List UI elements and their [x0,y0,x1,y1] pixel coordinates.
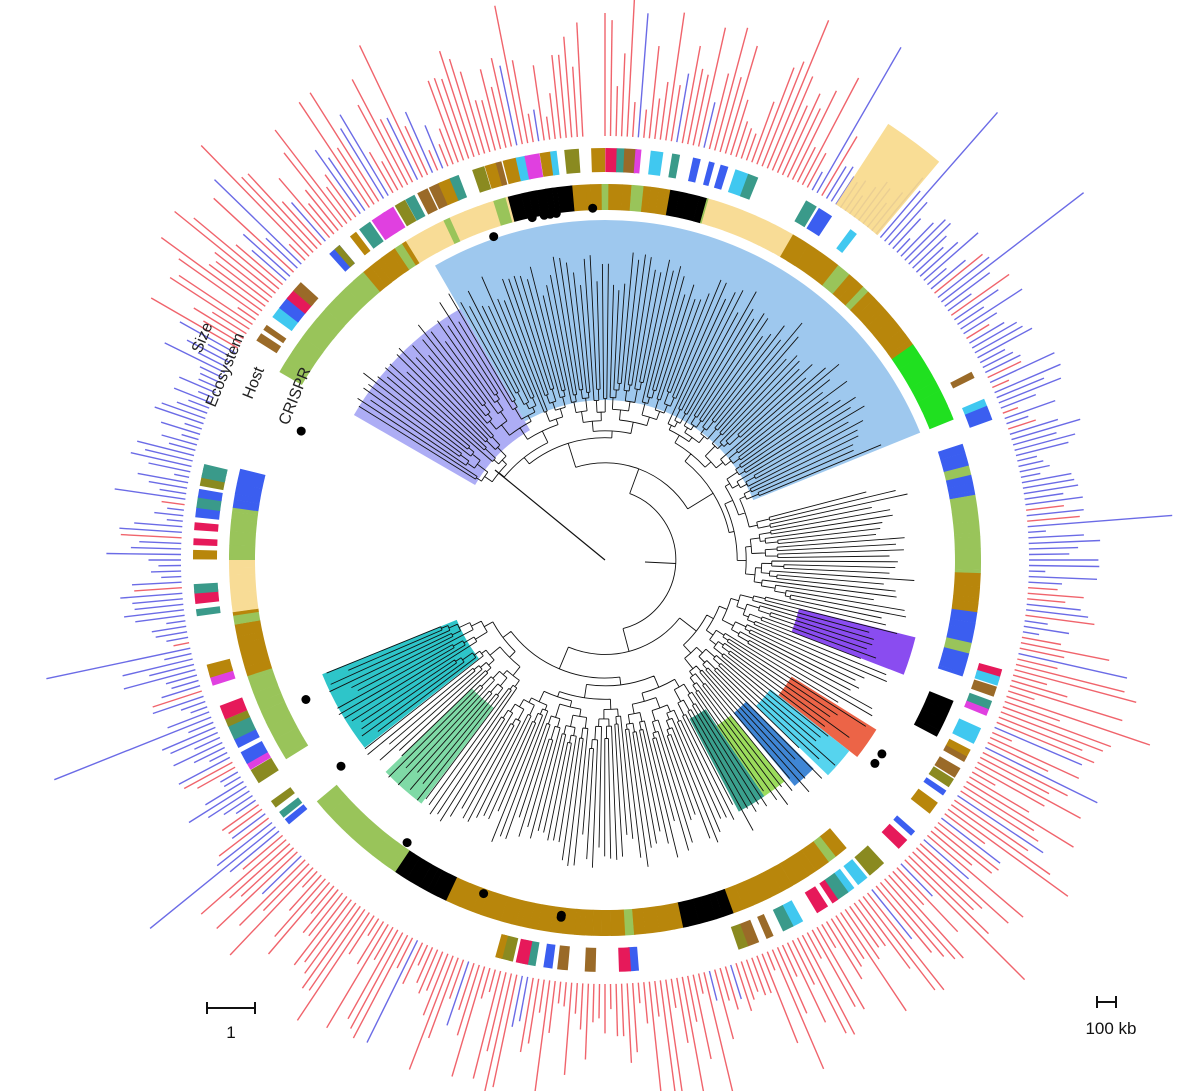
ring-label-host: Host [240,364,268,401]
clade-lime [716,715,785,797]
clade-orange [778,676,877,757]
phylogenetic-tree [326,252,915,868]
crispr-markers [296,203,887,922]
size-highlight [835,123,940,236]
ecosystem-ring [192,147,1003,972]
clade-skyblue [756,689,850,776]
tree-scale-bar: 1 [206,1002,256,1042]
tree-scale-label: 1 [226,1023,235,1042]
tree-branches [326,252,915,868]
tree-root-branch [494,469,606,561]
ring-label-size: Size [189,320,216,355]
ring-label-crispr: CRISPR [276,365,314,427]
clade-lightblue [435,220,921,501]
clade-teal [689,709,765,812]
genome-scale-label: 100 kb [1085,1019,1136,1038]
ring-labels: Size Ecosystem Host CRISPR [189,320,314,427]
clade-purple [791,608,916,675]
genome-size-scale-bar: 100 kb [1085,996,1137,1038]
host-ring [228,183,982,937]
size-ring [46,0,1173,1091]
